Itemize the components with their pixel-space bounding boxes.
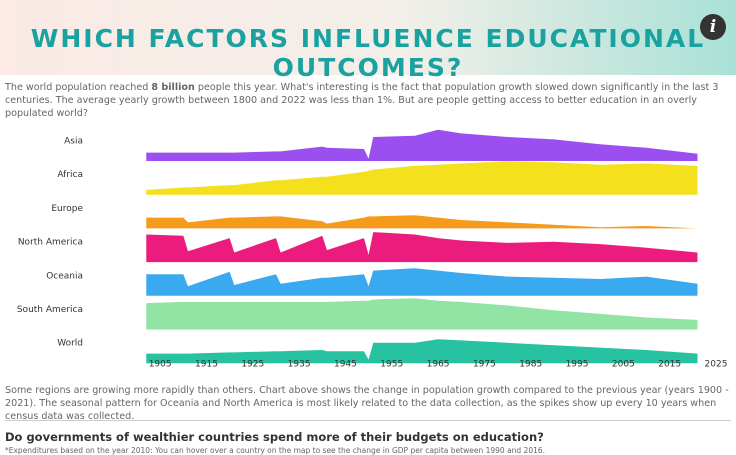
area (146, 232, 698, 263)
x-tick-label: 1985 (519, 360, 542, 370)
row-label: Europe (51, 204, 83, 214)
area (146, 161, 698, 195)
footnote: *Expenditures based on the year 2010: Yo… (5, 446, 546, 455)
x-tick-label: 1965 (427, 360, 450, 370)
row-label: Africa (57, 170, 83, 180)
x-tick-label: 2015 (658, 360, 681, 370)
x-tick-label: 1935 (288, 360, 311, 370)
area (146, 298, 698, 330)
row-label: Oceania (46, 271, 83, 281)
intro-text: The world population reached (5, 82, 152, 93)
x-tick-label: 1915 (195, 360, 218, 370)
chart: Asia Africa Europe North America Oceania Sout… (17, 129, 728, 370)
x-tick-label: 1905 (149, 360, 172, 370)
x-tick-label: 2025 (705, 360, 728, 370)
intro: The world population reached 8 billion p… (5, 81, 731, 120)
row-label: World (57, 339, 83, 349)
intro-text: people this year. What's interesting is … (5, 82, 719, 119)
area (146, 215, 698, 229)
info-button[interactable]: i (700, 14, 726, 40)
section-heading: Do governments of wealthier countries sp… (5, 430, 544, 444)
area (146, 339, 698, 364)
x-tick-label: 1925 (241, 360, 264, 370)
row-label: South America (17, 305, 83, 315)
row-label: North America (18, 238, 83, 248)
row-label: Asia (64, 137, 83, 147)
area (146, 268, 698, 296)
x-tick-label: 1945 (334, 360, 357, 370)
x-tick-label: 2005 (612, 360, 635, 370)
x-tick-label: 1975 (473, 360, 496, 370)
x-tick-label: 1955 (380, 360, 403, 370)
area (146, 129, 698, 161)
title: WHICH FACTORS INFLUENCE EDUCATIONAL OUTC… (30, 24, 706, 82)
chart-note: Some regions are growing more rapidly th… (5, 385, 729, 422)
intro-bold: 8 billion (151, 82, 195, 93)
separator (5, 420, 731, 421)
x-tick-label: 1995 (566, 360, 589, 370)
header: WHICH FACTORS INFLUENCE EDUCATIONAL OUTC… (0, 0, 736, 82)
